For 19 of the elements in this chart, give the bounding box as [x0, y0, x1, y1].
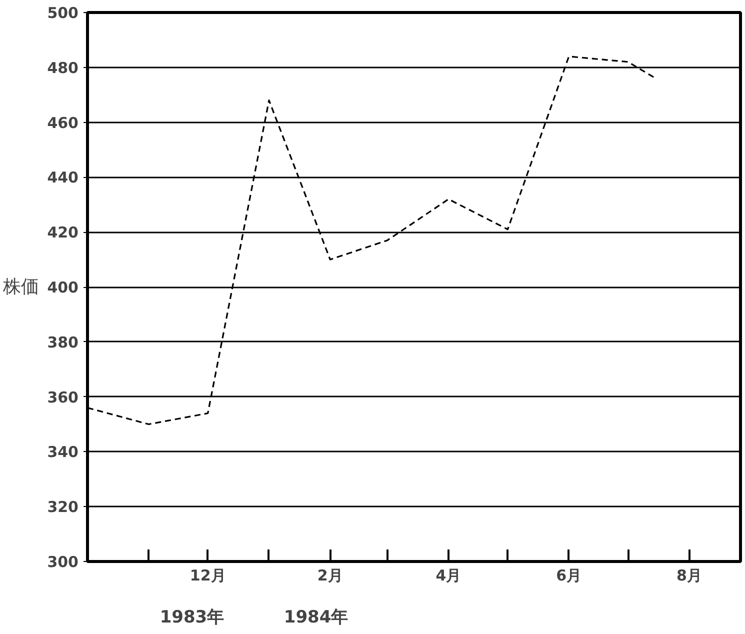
- text: 1984年: [284, 608, 348, 628]
- y-tick-label: 460: [47, 114, 78, 132]
- y-tick-label: 320: [47, 498, 78, 516]
- x-tick-label: 4月: [436, 566, 462, 584]
- x-tick-label: 2月: [317, 566, 343, 584]
- y-tick-label: 340: [47, 443, 78, 462]
- y-tick-label: 500: [47, 4, 78, 22]
- y-tick-label: 380: [47, 333, 78, 352]
- text: 1983年: [160, 608, 224, 628]
- x-tick-label: 6月: [556, 566, 582, 584]
- x-tick-label: 8月: [676, 566, 702, 584]
- y-tick-label: 360: [47, 388, 78, 406]
- y-tick-label: 300: [47, 553, 78, 571]
- y-axis-title: 株価: [2, 276, 40, 298]
- y-tick-label: 420: [47, 224, 78, 242]
- y-tick-label: 480: [47, 58, 78, 77]
- x-tick-label: 12月: [190, 566, 226, 584]
- y-tick-label: 400: [47, 278, 78, 296]
- y-tick-label: 440: [47, 168, 78, 187]
